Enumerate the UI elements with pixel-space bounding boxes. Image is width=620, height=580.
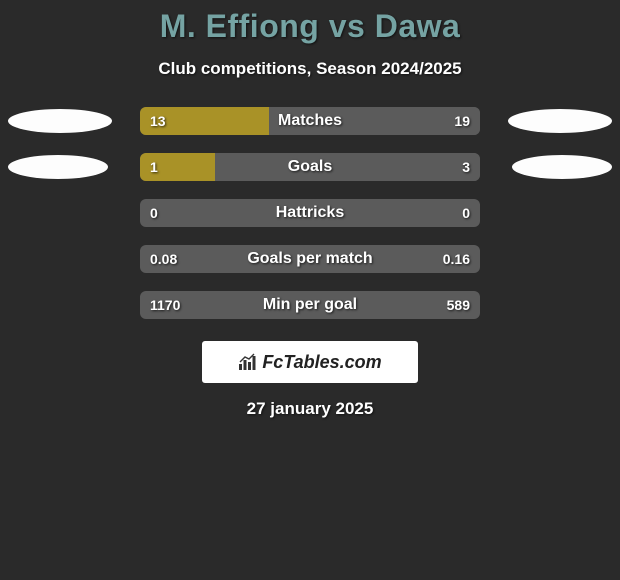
stat-row: 1170 Min per goal 589	[0, 291, 620, 319]
stat-value-left: 0.08	[140, 245, 187, 273]
bar-right	[215, 153, 480, 181]
page-subtitle: Club competitions, Season 2024/2025	[0, 59, 620, 79]
stat-row: 0.08 Goals per match 0.16	[0, 245, 620, 273]
stat-value-left: 0	[140, 199, 168, 227]
stat-value-right: 0	[452, 199, 480, 227]
logo-text: FcTables.com	[262, 352, 381, 373]
bar-track	[140, 291, 480, 319]
logo-box: FcTables.com	[202, 341, 418, 383]
stats-rows: 13 Matches 19 1 Goals 3 0 Hattricks 0	[0, 107, 620, 319]
stat-value-right: 0.16	[433, 245, 480, 273]
stat-value-right: 3	[452, 153, 480, 181]
player-ellipse-right	[512, 155, 612, 179]
page-title: M. Effiong vs Dawa	[0, 8, 620, 45]
player-ellipse-left	[8, 155, 108, 179]
stat-row: 13 Matches 19	[0, 107, 620, 135]
player-ellipse-right	[508, 109, 612, 133]
bar-track	[140, 107, 480, 135]
stat-value-right: 19	[444, 107, 480, 135]
stat-value-left: 1170	[140, 291, 190, 319]
comparison-widget: M. Effiong vs Dawa Club competitions, Se…	[0, 0, 620, 419]
bar-track	[140, 199, 480, 227]
bar-track	[140, 245, 480, 273]
stat-value-left: 1	[140, 153, 168, 181]
stat-value-right: 589	[437, 291, 480, 319]
player-ellipse-left	[8, 109, 112, 133]
stat-row: 0 Hattricks 0	[0, 199, 620, 227]
stat-value-left: 13	[140, 107, 176, 135]
stat-row: 1 Goals 3	[0, 153, 620, 181]
date-label: 27 january 2025	[0, 399, 620, 419]
bar-track	[140, 153, 480, 181]
chart-icon	[238, 353, 258, 371]
